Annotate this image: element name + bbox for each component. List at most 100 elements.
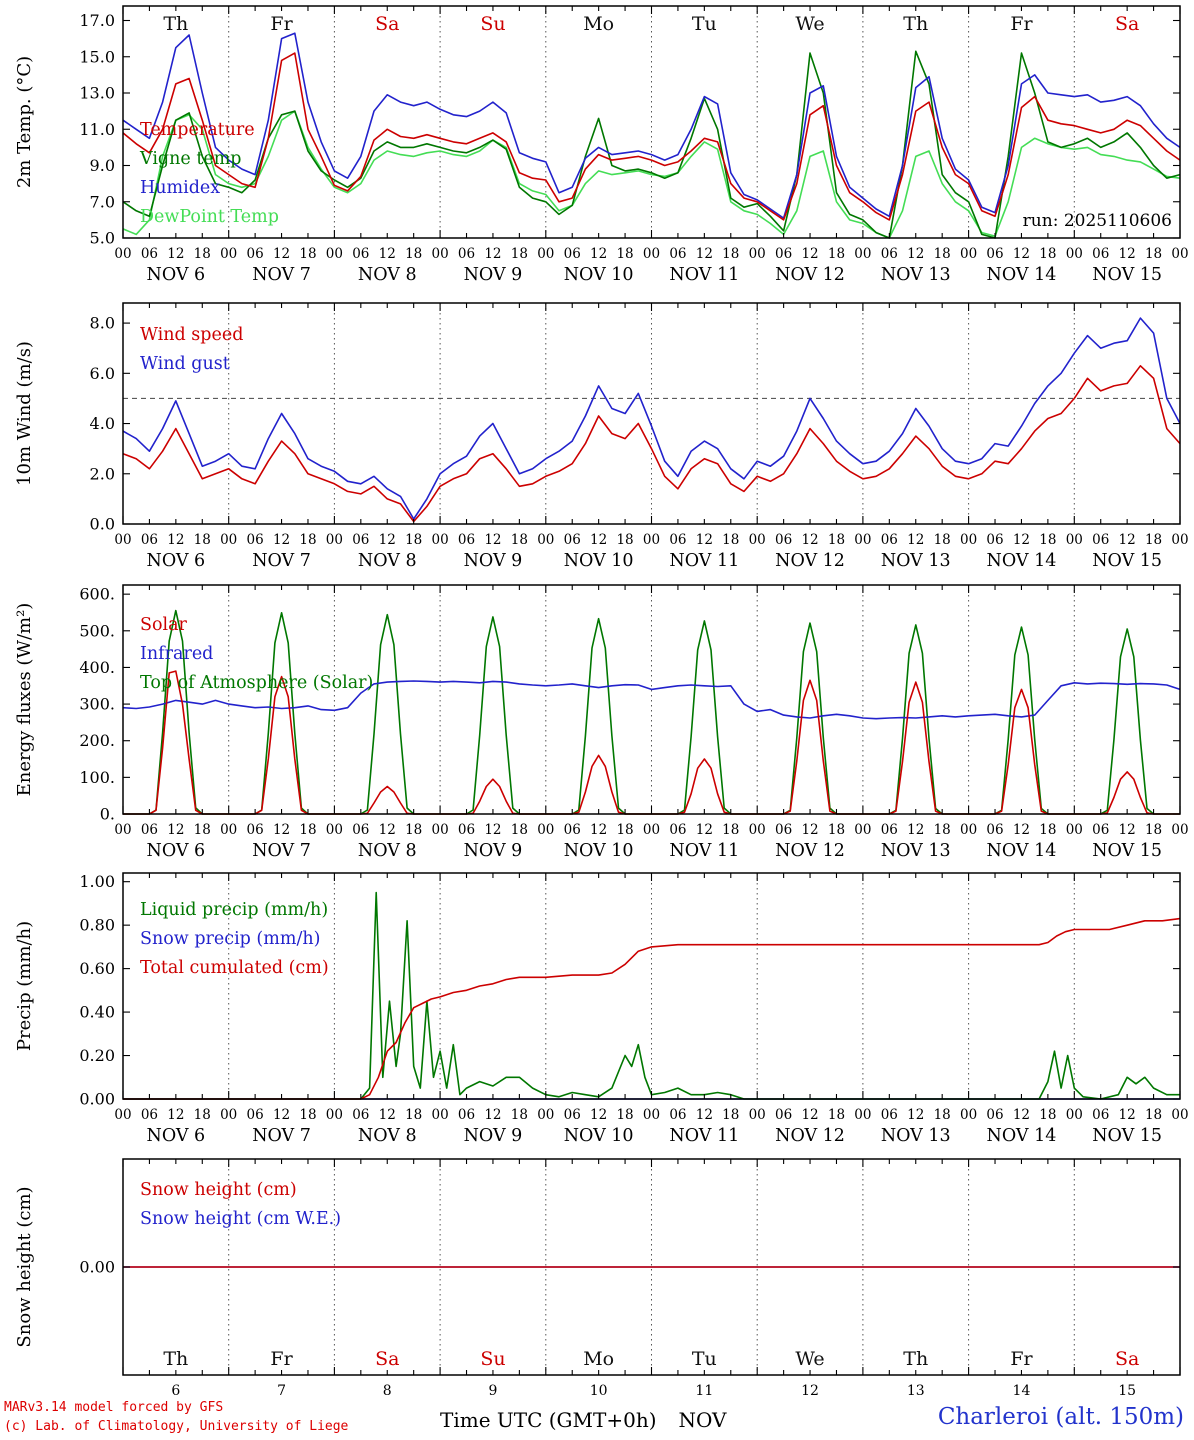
x-tick-label: 18 <box>934 822 951 838</box>
x-tick-label: 06 <box>352 246 369 262</box>
x-tick-label: 00 <box>1171 1107 1188 1123</box>
x-tick-label: 18 <box>299 1107 316 1123</box>
x-tick-label: 18 <box>722 532 739 548</box>
x-tick-label: 00 <box>854 246 871 262</box>
x-tick-label: 12 <box>273 532 290 548</box>
series-vigne-temp <box>122 50 1181 239</box>
legend-temperature-1: Vigne temp <box>139 149 242 169</box>
time-utc-label: Time UTC (GMT+0h) <box>440 1408 657 1432</box>
x-tick-label: 18 <box>1039 532 1056 548</box>
y-axis-title: Snow height (cm) <box>14 1186 35 1347</box>
day-name-label: Fr <box>1010 13 1033 35</box>
date-label: NOV 7 <box>252 1126 311 1146</box>
x-tick-label: 06 <box>141 1107 158 1123</box>
y-tick-label: 0.00 <box>79 1090 115 1109</box>
day-number-label: 10 <box>590 1383 608 1398</box>
x-tick-label: 18 <box>616 532 633 548</box>
y-tick-label: 6.0 <box>90 364 115 383</box>
x-tick-label: 18 <box>934 246 951 262</box>
x-tick-label: 06 <box>986 532 1003 548</box>
x-tick-label: 06 <box>458 246 475 262</box>
x-tick-label: 12 <box>590 1107 607 1123</box>
x-tick-label: 06 <box>669 822 686 838</box>
day-name-label: Th <box>903 13 928 35</box>
y-tick-label: 0.0 <box>90 515 115 534</box>
y-tick-label: 0.20 <box>79 1046 115 1065</box>
x-tick-label: 00 <box>114 246 131 262</box>
x-tick-label: 18 <box>405 246 422 262</box>
y-tick-label: 100. <box>79 768 115 787</box>
x-tick-label: 18 <box>1039 1107 1056 1123</box>
legend-energy-1: Infrared <box>140 644 213 664</box>
x-tick-label: 00 <box>220 822 237 838</box>
y-tick-label: 0.00 <box>79 1258 115 1277</box>
day-name-label: Th <box>163 1348 188 1370</box>
x-tick-label: 12 <box>1119 532 1136 548</box>
x-tick-label: 06 <box>247 246 264 262</box>
x-tick-label: 12 <box>167 246 184 262</box>
x-tick-label: 06 <box>564 532 581 548</box>
date-label: NOV 8 <box>358 1126 417 1146</box>
legend-wind-0: Wind speed <box>140 325 243 345</box>
x-tick-label: 12 <box>273 1107 290 1123</box>
y-tick-label: 8.0 <box>90 314 115 333</box>
date-label: NOV 13 <box>881 551 951 571</box>
date-label: NOV 8 <box>358 841 417 861</box>
month-label: NOV <box>678 1408 727 1432</box>
x-tick-label: 18 <box>299 822 316 838</box>
y-tick-label: 15.0 <box>79 47 115 66</box>
x-tick-label: 00 <box>643 532 660 548</box>
panel-energy: 0. 100. 200. 300. 400. 500. 600. 00 06 12 18 00 06 12… <box>14 584 1189 861</box>
run-label: run: 2025110606 <box>1023 211 1172 231</box>
x-tick-label: 00 <box>749 1107 766 1123</box>
x-tick-label: 12 <box>696 1107 713 1123</box>
x-tick-label: 06 <box>564 246 581 262</box>
panel-wind: 0.0 2.0 4.0 6.0 8.0 00 06 12 18 00 06 12 18 00 06 12 18 0… <box>14 302 1189 571</box>
x-tick-label: 06 <box>1092 822 1109 838</box>
day-number-label: 14 <box>1013 1383 1031 1398</box>
x-tick-label: 06 <box>881 1107 898 1123</box>
x-tick-label: 12 <box>379 532 396 548</box>
x-tick-label: 12 <box>167 822 184 838</box>
y-tick-label: 1.00 <box>79 872 115 891</box>
date-label: NOV 6 <box>147 1126 206 1146</box>
date-label: NOV 10 <box>564 1126 634 1146</box>
footer: MARv3.14 model forced by GFS (c) Lab. of… <box>0 1396 1194 1440</box>
x-tick-label: 12 <box>484 532 501 548</box>
date-label: NOV 11 <box>669 551 739 571</box>
x-tick-label: 06 <box>1092 1107 1109 1123</box>
x-tick-label: 12 <box>907 822 924 838</box>
day-name-label: Su <box>480 13 505 35</box>
x-tick-label: 12 <box>379 246 396 262</box>
x-tick-label: 12 <box>801 822 818 838</box>
legend-snow-0: Snow height (cm) <box>140 1180 297 1200</box>
y-tick-label: 17.0 <box>79 11 115 30</box>
x-tick-label: 18 <box>511 246 528 262</box>
x-tick-label: 12 <box>907 1107 924 1123</box>
x-tick-label: 12 <box>1013 1107 1030 1123</box>
x-tick-label: 18 <box>934 1107 951 1123</box>
y-axis-title: Precip (mm/h) <box>14 921 35 1051</box>
day-name-label: Fr <box>270 13 293 35</box>
date-label: NOV 9 <box>464 551 523 571</box>
day-name-label: Fr <box>270 1348 293 1370</box>
date-label: NOV 6 <box>147 551 206 571</box>
legend-temperature-2: Humidex <box>140 178 220 198</box>
date-label: NOV 15 <box>1092 551 1162 571</box>
x-tick-label: 18 <box>722 1107 739 1123</box>
x-tick-label: 18 <box>405 822 422 838</box>
x-tick-label: 00 <box>432 532 449 548</box>
x-tick-label: 18 <box>616 822 633 838</box>
x-tick-label: 00 <box>854 532 871 548</box>
x-tick-label: 18 <box>934 532 951 548</box>
x-tick-label: 06 <box>141 532 158 548</box>
y-tick-label: 5.0 <box>90 229 115 248</box>
legend-energy-2: Top of Atmosphere (Solar) <box>140 673 373 693</box>
x-tick-label: 12 <box>590 532 607 548</box>
x-tick-label: 18 <box>299 532 316 548</box>
x-tick-label: 06 <box>881 822 898 838</box>
x-tick-label: 18 <box>511 1107 528 1123</box>
y-tick-label: 4.0 <box>90 414 115 433</box>
day-number-label: 6 <box>171 1383 180 1398</box>
date-label: NOV 6 <box>147 265 206 285</box>
